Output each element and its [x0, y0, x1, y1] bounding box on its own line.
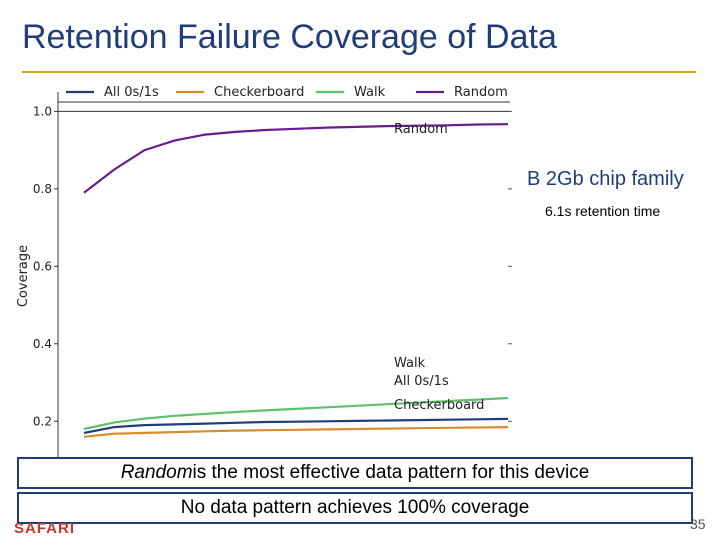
series-label-random: Random	[394, 122, 448, 137]
y-tick-label: 0.2	[33, 414, 52, 428]
series-label-all-0s-1s: All 0s/1s	[394, 374, 449, 389]
title-underline	[22, 71, 696, 73]
callout-rest: is the most effective data pattern for t…	[192, 462, 590, 483]
callout-random-effective: Random is the most effective data patter…	[17, 457, 693, 489]
y-axis-label: Coverage	[16, 245, 31, 307]
page-number: 35	[690, 516, 706, 532]
legend-entry: Walk	[354, 85, 386, 100]
legend-entry: All 0s/1s	[104, 85, 159, 100]
series-label-walk: Walk	[394, 356, 426, 371]
legend-entry: Checkerboard	[214, 85, 304, 100]
chip-family-note: B 2Gb chip family	[527, 168, 684, 190]
series-line-walk	[83, 396, 509, 431]
callout-emphasis: Random	[120, 462, 193, 483]
slide-title: Retention Failure Coverage of Data	[22, 18, 557, 56]
y-tick-label: 0.8	[33, 182, 52, 196]
series-line-random	[83, 123, 509, 194]
series-line-all-0s-1s	[83, 417, 509, 434]
retention-time-note: 6.1s retention time	[545, 203, 661, 219]
y-tick-label: 0.4	[33, 337, 52, 351]
y-tick-label: 1.0	[33, 104, 52, 118]
series-line-checkerboard	[83, 426, 509, 438]
brand-logo: SAFARI	[14, 520, 76, 536]
y-tick-label: 0.6	[33, 259, 52, 273]
legend-entry: Random	[454, 85, 508, 100]
callout-no-full-coverage: No data pattern achieves 100% coverage	[17, 492, 693, 524]
series-label-checkerboard: Checkerboard	[394, 398, 484, 413]
